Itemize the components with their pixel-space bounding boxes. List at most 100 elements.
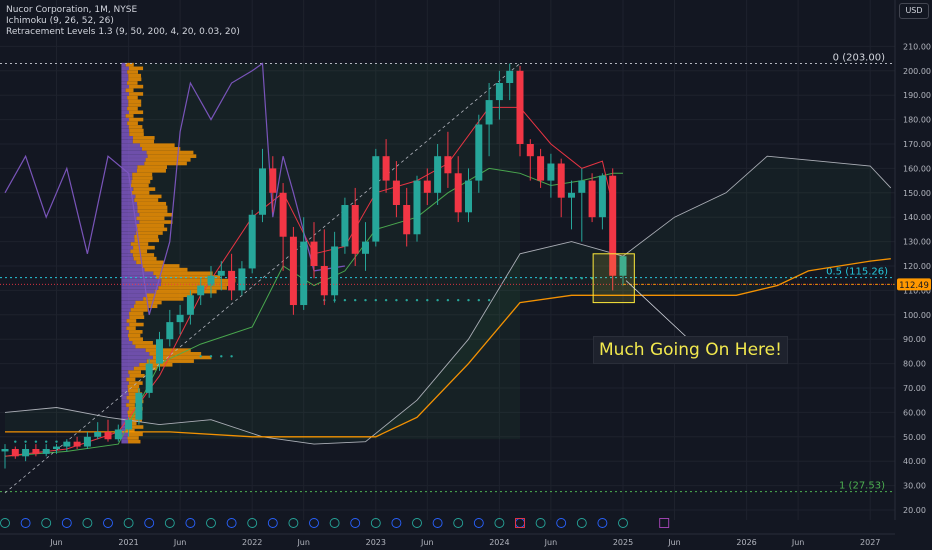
support-dot <box>14 440 17 443</box>
volume-profile-bar-b <box>121 99 129 104</box>
candle-body <box>372 156 380 242</box>
volume-profile-bar-b <box>121 176 133 180</box>
candle-body <box>145 363 153 393</box>
volume-profile-bar-a <box>136 260 164 265</box>
candle-body <box>248 214 256 269</box>
time-tick-label: 2026 <box>736 538 756 547</box>
candle-body <box>104 431 112 440</box>
support-dot <box>24 440 27 443</box>
volume-profile-bar-a <box>135 231 163 235</box>
dividend-marker <box>20 518 31 528</box>
volume-profile-bar-a <box>129 128 144 133</box>
dividend-marker <box>61 518 72 528</box>
volume-profile-bar-b <box>121 245 134 250</box>
dividend-marker <box>144 518 155 528</box>
time-tick-label: Jun <box>791 538 805 547</box>
candle-body <box>485 100 493 125</box>
volume-profile-bar-a <box>133 136 155 140</box>
volume-profile-bar-b <box>121 267 145 272</box>
volume-profile-bar-b <box>121 278 162 283</box>
volume-profile-bar-b <box>121 377 127 382</box>
volume-profile-bar-a <box>129 132 144 137</box>
dividend-marker <box>185 518 196 528</box>
earnings-marker <box>494 518 505 528</box>
volume-profile-bar-b <box>121 432 129 437</box>
volume-profile-bar-b <box>121 439 129 444</box>
candle-body <box>135 392 143 420</box>
support-dot <box>580 277 583 280</box>
price-tick-label: 60.00 <box>903 408 926 417</box>
earnings-marker <box>412 518 422 528</box>
volume-profile-bar-a <box>132 253 155 257</box>
volume-profile-bar-a <box>127 106 138 111</box>
volume-profile-bar-a <box>145 348 191 352</box>
event-markers <box>0 518 670 528</box>
candle-body <box>269 168 277 193</box>
volume-profile-bar-b <box>121 352 150 356</box>
support-dot <box>560 277 563 280</box>
current-price-tag-label: 112.49 <box>899 281 929 291</box>
volume-profile-bar-b <box>121 92 129 96</box>
support-dot <box>415 298 419 302</box>
candle-body <box>238 268 246 291</box>
volume-profile-bar-b <box>121 121 128 126</box>
candle-body <box>598 175 606 218</box>
volume-profile-bar-b <box>121 322 130 327</box>
volume-profile-bar-a <box>137 227 168 232</box>
volume-profile-bar-b <box>121 373 130 378</box>
volume-profile-bar-b <box>121 256 134 261</box>
volume-profile-bar-a <box>153 271 213 276</box>
volume-profile-bar-b <box>121 231 136 235</box>
candle-body <box>557 163 565 198</box>
price-tick-label: 110.00 <box>903 286 931 295</box>
retracement-indicator-label[interactable]: Retracement Levels 1.3 (9, 50, 200, 4, 2… <box>6 27 240 37</box>
volume-profile-bar-b <box>121 128 130 133</box>
support-dot <box>570 277 573 280</box>
time-tick-label: 2024 <box>489 538 509 547</box>
volume-profile-bar-a <box>133 366 157 371</box>
dividend-marker <box>391 518 402 528</box>
price-tick-label: 190.00 <box>903 91 931 100</box>
fib-level-label: 0.5 (115.26) <box>826 267 888 278</box>
candle-body <box>114 429 122 440</box>
volume-profile-bar-a <box>137 205 168 210</box>
support-dot <box>354 298 357 302</box>
volume-profile-bar-b <box>121 315 130 320</box>
price-axis: 20.00 30.00 40.00 50.00 60.00 70.00 80.00 90.00… <box>894 0 931 520</box>
dividend-marker <box>267 518 278 528</box>
volume-profile-bar-b <box>121 406 129 411</box>
candle-body <box>413 180 421 235</box>
volume-profile-bar-a <box>141 264 180 268</box>
volume-profile-bar-b <box>121 223 137 228</box>
price-tick-label: 70.00 <box>903 384 926 393</box>
candle-body <box>382 156 390 181</box>
volume-profile-bar-b <box>121 414 128 418</box>
highlight-box <box>592 253 635 304</box>
volume-profile-bar-b <box>121 366 134 371</box>
volume-profile-bar-a <box>128 417 142 422</box>
volume-profile-bar-a <box>139 212 173 217</box>
volume-profile-bar-b <box>121 326 127 330</box>
candle-body <box>403 205 411 235</box>
currency-button[interactable]: USD <box>899 3 929 19</box>
volume-profile-bar-a <box>137 165 167 169</box>
support-dot <box>34 440 38 443</box>
volume-profile-bar-b <box>121 194 136 199</box>
volume-profile-bar-b <box>121 410 128 415</box>
support-dot <box>467 298 470 302</box>
volume-profile-bar-a <box>128 92 144 96</box>
volume-profile-bar-b <box>121 260 137 265</box>
volume-profile-bar-b <box>121 286 159 290</box>
volume-profile-bar-a <box>126 428 135 433</box>
candle-body <box>619 256 627 276</box>
time-tick-label: 2021 <box>118 538 138 547</box>
time-tick-label: Jun <box>667 538 681 547</box>
volume-profile-bar-b <box>121 311 130 316</box>
volume-profile-bar-a <box>131 179 151 184</box>
time-tick-label: Jun <box>49 538 63 547</box>
volume-profile-bar-a <box>128 77 142 82</box>
ichimoku-indicator-label[interactable]: Ichimoku (9, 26, 52, 26) <box>6 16 114 26</box>
current-price-tag <box>897 278 931 291</box>
volume-profile-bar-a <box>129 322 144 327</box>
